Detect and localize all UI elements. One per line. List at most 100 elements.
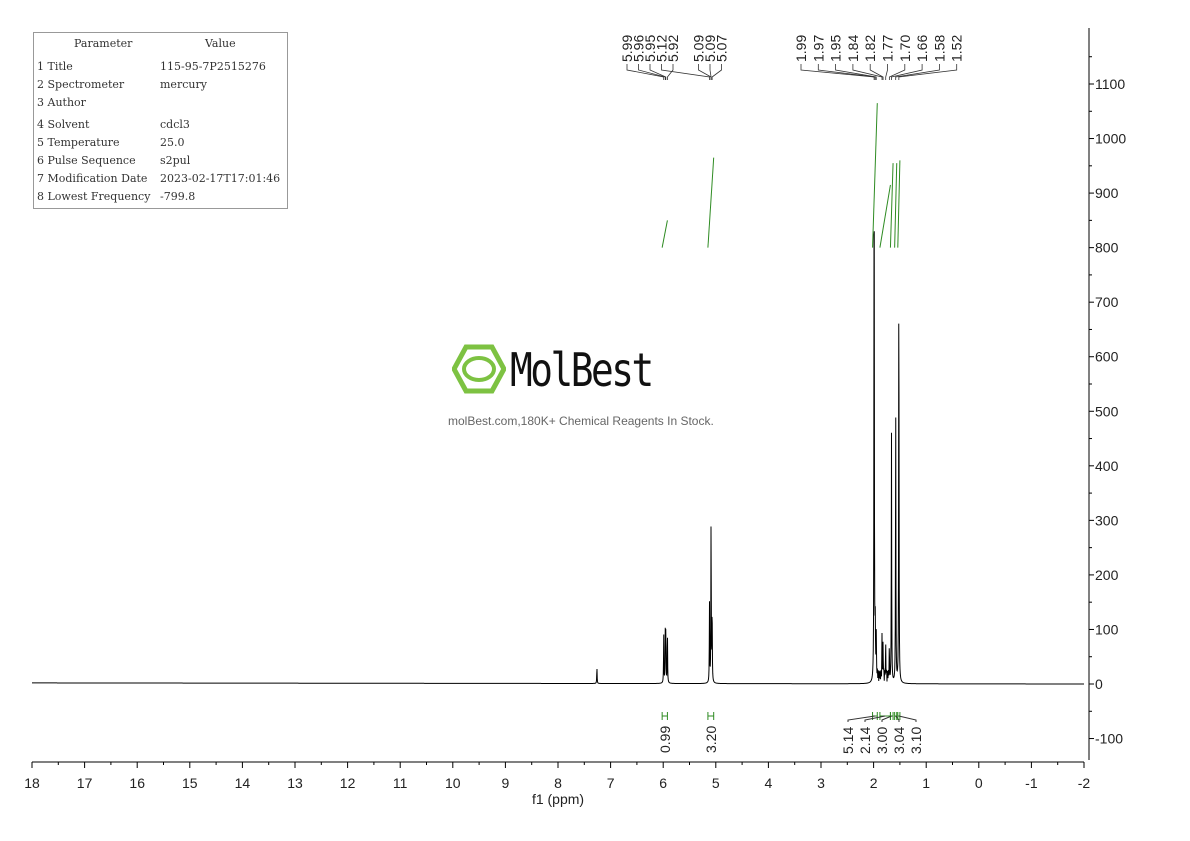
integral-leader <box>847 715 875 722</box>
peak-label-leader <box>885 64 888 80</box>
peak-label: 5.95 <box>642 35 658 62</box>
x-tick-label: 18 <box>24 775 40 791</box>
peak-label-leader <box>891 64 923 80</box>
integral-leader <box>864 715 886 722</box>
peak-label: 1.77 <box>880 35 896 62</box>
molbest-logo-icon <box>452 344 506 394</box>
integral-value: 3.20 <box>703 726 719 753</box>
y-tick-label: 1100 <box>1095 76 1125 92</box>
x-tick-label: 3 <box>817 775 825 791</box>
x-tick-label: 9 <box>502 775 510 791</box>
parameter-value: cdcl3 <box>160 118 190 131</box>
peak-label-leader <box>898 64 958 80</box>
integral-curve <box>707 157 715 248</box>
parameter-name: 6 Pulse Sequence <box>37 154 136 167</box>
peak-label: 1.52 <box>949 35 965 62</box>
peak-label-leader <box>817 64 876 80</box>
spectrum-line <box>32 231 1084 685</box>
parameter-value: s2pul <box>160 154 191 167</box>
watermark-tagline: molBest.com,180K+ Chemical Reagents In S… <box>448 414 714 428</box>
peak-label-leader <box>711 64 722 80</box>
integral-value: 3.04 <box>891 727 907 754</box>
x-tick-label: 11 <box>393 775 408 791</box>
parameter-name: 8 Lowest Frequency <box>37 190 151 203</box>
peak-label: 1.99 <box>793 35 809 62</box>
peak-label: 5.12 <box>654 35 670 62</box>
peak-label-leader <box>626 64 665 80</box>
param-header: Parameter <box>74 37 133 50</box>
parameter-name: 1 Title <box>37 60 73 73</box>
parameter-value: -799.8 <box>160 190 196 203</box>
x-tick-label: 8 <box>554 775 562 791</box>
y-tick-label: 100 <box>1095 621 1119 637</box>
x-tick-label: 6 <box>659 775 667 791</box>
x-tick-label: 14 <box>235 775 251 791</box>
peak-label-leader <box>638 64 666 80</box>
peak-label: 1.95 <box>828 35 844 62</box>
peak-label-leader <box>852 64 883 80</box>
integral-value: 2.14 <box>857 727 873 754</box>
peak-label-leader <box>895 64 940 80</box>
peak-label: 1.58 <box>931 35 947 62</box>
peak-label-leader <box>667 64 674 80</box>
parameter-name: 4 Solvent <box>37 118 90 131</box>
x-tick-label: 16 <box>129 775 145 791</box>
peak-label: 5.92 <box>665 35 681 62</box>
parameter-table: Parameter Value 1 Title 115-95-7P2515276 2… <box>33 32 288 209</box>
integral-leader <box>895 715 900 722</box>
peak-label: 5.99 <box>619 35 635 62</box>
integral-value: 3.00 <box>874 727 890 754</box>
peak-label: 1.97 <box>810 35 826 62</box>
x-tick-label: -1 <box>1025 775 1038 791</box>
peak-label: 1.82 <box>862 35 878 62</box>
peak-label: 1.70 <box>897 35 913 62</box>
y-tick-label: 400 <box>1095 458 1119 474</box>
x-tick-label: 4 <box>765 775 773 791</box>
integral-value: 0.99 <box>657 726 673 753</box>
peak-label: 5.09 <box>691 35 707 62</box>
parameter-value: 2023-02-17T17:01:46 <box>160 172 281 185</box>
y-tick-label: 900 <box>1095 185 1119 201</box>
parameter-name: 7 Modification Date <box>37 172 148 185</box>
peak-label-leader <box>661 64 710 80</box>
peak-label-leader <box>888 64 906 80</box>
integral-curve <box>879 184 891 248</box>
y-tick-label: 200 <box>1095 567 1119 583</box>
parameter-name: 2 Spectrometer <box>37 78 125 91</box>
y-tick-label: 1000 <box>1095 131 1126 147</box>
x-axis-label: f1 (ppm) <box>532 791 584 807</box>
y-tick-label: 700 <box>1095 294 1119 310</box>
integral-leader <box>881 715 892 722</box>
integral-leader <box>898 715 917 722</box>
x-tick-label: 7 <box>607 775 615 791</box>
x-tick-label: -2 <box>1078 775 1091 791</box>
x-tick-label: 15 <box>182 775 198 791</box>
peak-label-leader <box>709 64 712 80</box>
peak-label: 5.09 <box>702 35 718 62</box>
y-tick-label: -100 <box>1095 731 1123 747</box>
parameter-name: 5 Temperature <box>37 136 120 149</box>
x-tick-label: 2 <box>870 775 878 791</box>
watermark-brand: MolBest <box>510 343 654 397</box>
value-header: Value <box>205 37 236 50</box>
integral-curve <box>897 160 901 248</box>
parameter-value: mercury <box>160 78 207 91</box>
x-tick-label: 12 <box>340 775 356 791</box>
y-tick-label: 300 <box>1095 512 1119 528</box>
x-tick-label: 13 <box>287 775 303 791</box>
y-tick-label: 500 <box>1095 403 1119 419</box>
peak-label-leader <box>835 64 877 80</box>
y-tick-label: 800 <box>1095 240 1119 256</box>
peak-label: 5.96 <box>631 35 647 62</box>
parameter-value: 25.0 <box>160 136 185 149</box>
y-tick-label: 0 <box>1095 676 1103 692</box>
peak-label-leader <box>869 64 884 80</box>
integral-value: 3.10 <box>908 727 924 754</box>
x-tick-label: 1 <box>922 775 930 791</box>
integral-curve <box>872 103 878 248</box>
peak-label-leader <box>649 64 667 80</box>
x-tick-label: 17 <box>77 775 93 791</box>
integral-curve <box>889 163 894 248</box>
x-tick-label: 5 <box>712 775 720 791</box>
